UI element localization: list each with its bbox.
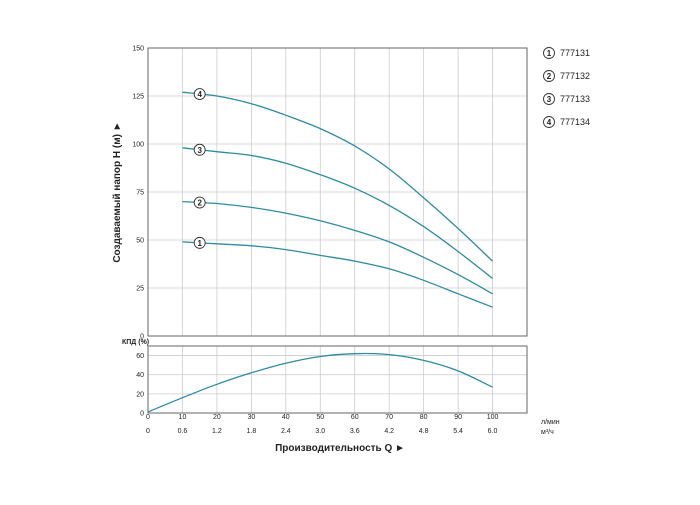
x-tick-label-m3h: 0.6	[178, 428, 188, 435]
head-curve-777134	[182, 91, 493, 262]
x-tick-label-m3h: 4.8	[419, 428, 429, 435]
head-y-tick-label: 75	[136, 190, 144, 197]
efficiency-curve	[147, 352, 493, 413]
legend-marker-1	[543, 47, 555, 59]
eff-y-tick-label: 60	[136, 353, 144, 360]
curve-marker-3	[193, 143, 206, 156]
eff-y-axis-title: КПД (%)	[122, 339, 149, 346]
x-tick-label-m3h: 0	[146, 428, 150, 435]
head-y-tick-label: 100	[132, 142, 144, 149]
curve-marker-label: 4	[197, 90, 202, 99]
curve-marker-4	[193, 88, 206, 101]
legend-marker-label: 2	[547, 72, 552, 81]
legend-item-777131: 777131	[560, 48, 590, 58]
x-tick-label-lmin: 10	[179, 414, 187, 421]
legend-marker-2	[543, 70, 555, 82]
x-unit-m3h: м³/ч	[541, 429, 554, 436]
eff-y-tick-label: 0	[140, 411, 144, 418]
x-tick-label-lmin: 60	[351, 414, 359, 421]
x-tick-label-lmin: 100	[487, 414, 499, 421]
head-curve-777131	[182, 241, 493, 308]
x-tick-label-m3h: 1.2	[212, 428, 222, 435]
eff-plot-frame	[147, 345, 528, 414]
x-tick-label-lmin: 80	[420, 414, 428, 421]
x-tick-label-m3h: 1.8	[246, 428, 256, 435]
x-tick-label-m3h: 6.0	[488, 428, 498, 435]
head-y-tick-label: 125	[132, 94, 144, 101]
curve-marker-2	[193, 196, 206, 209]
curve-marker-1	[193, 236, 206, 249]
legend-marker-label: 1	[547, 49, 552, 58]
x-tick-label-m3h: 5.4	[453, 428, 463, 435]
eff-y-tick-label: 40	[136, 372, 144, 379]
curve-marker-label: 2	[197, 199, 202, 208]
x-tick-label-m3h: 3.6	[350, 428, 360, 435]
legend-marker-4	[543, 116, 555, 128]
x-tick-label-m3h: 2.4	[281, 428, 291, 435]
legend-item-777133: 777133	[560, 94, 590, 104]
head-y-axis-title: Создаваемый напор H (м) ►	[112, 121, 123, 262]
x-tick-label-lmin: 20	[213, 414, 221, 421]
x-tick-label-lmin: 30	[247, 414, 255, 421]
legend-marker-label: 3	[547, 95, 552, 104]
head-y-tick-label: 0	[140, 334, 144, 341]
head-curve-777133	[182, 147, 493, 279]
head-plot-frame	[147, 47, 528, 337]
head-y-tick-label: 50	[136, 238, 144, 245]
x-tick-label-lmin: 0	[146, 414, 150, 421]
legend-item-777132: 777132	[560, 71, 590, 81]
curve-marker-label: 3	[197, 146, 202, 155]
legend-item-777134: 777134	[560, 117, 590, 127]
x-tick-label-m3h: 4.2	[384, 428, 394, 435]
head-curve-777132	[182, 200, 493, 295]
head-y-tick-label: 150	[132, 46, 144, 53]
x-tick-label-lmin: 70	[385, 414, 393, 421]
legend-marker-3	[543, 93, 555, 105]
x-unit-lmin: л/мин	[541, 419, 560, 426]
x-tick-label-lmin: 50	[316, 414, 324, 421]
head-y-tick-label: 25	[136, 286, 144, 293]
x-axis-title: Производительность Q ►	[275, 443, 405, 454]
x-tick-label-lmin: 90	[454, 414, 462, 421]
x-tick-label-m3h: 3.0	[315, 428, 325, 435]
curve-marker-label: 1	[197, 239, 202, 248]
legend-marker-label: 4	[547, 118, 552, 127]
x-tick-label-lmin: 40	[282, 414, 290, 421]
eff-y-tick-label: 20	[136, 391, 144, 398]
